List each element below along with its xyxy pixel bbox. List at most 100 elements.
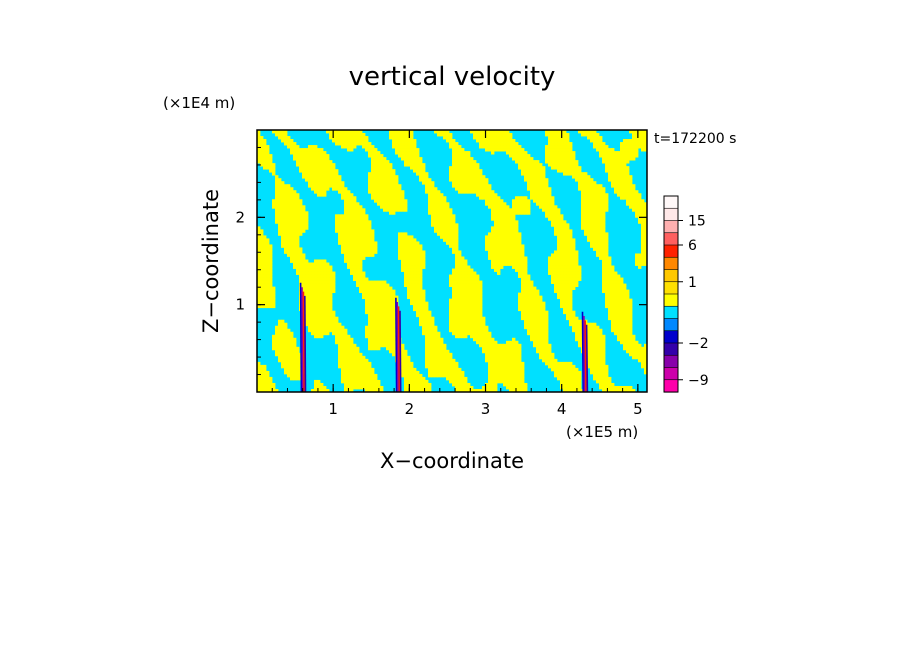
field-cell-positive	[512, 226, 516, 230]
field-cell-positive	[296, 151, 300, 155]
field-cell-positive	[392, 325, 396, 330]
field-cell-positive	[257, 277, 261, 281]
field-cell-positive	[266, 241, 270, 245]
field-cell-positive	[341, 364, 345, 369]
field-cell-positive	[572, 238, 576, 242]
field-cell-positive	[452, 268, 456, 272]
field-cell-positive	[389, 202, 393, 206]
field-cell-positive	[476, 313, 480, 318]
field-cell-positive	[641, 145, 645, 149]
field-cell-positive	[563, 166, 567, 170]
field-cell-positive	[530, 172, 534, 176]
field-cell-positive	[350, 229, 354, 233]
field-cell-positive	[494, 223, 498, 227]
field-cell-positive	[587, 331, 591, 336]
field-cell-positive	[404, 349, 408, 354]
field-cell-positive	[263, 271, 267, 275]
field-cell-positive	[482, 343, 486, 348]
field-cell-positive	[275, 175, 279, 179]
field-cell-positive	[518, 265, 522, 269]
field-cell-positive	[620, 310, 624, 315]
field-cell-positive	[413, 166, 417, 170]
field-cell-positive	[494, 256, 498, 260]
field-cell-positive	[389, 136, 393, 140]
field-cell-positive	[311, 304, 315, 309]
field-cell-positive	[617, 334, 621, 339]
field-cell-positive	[446, 130, 450, 134]
field-cell-positive	[458, 322, 462, 327]
field-cell-positive	[479, 196, 483, 200]
field-cell-positive	[281, 193, 285, 197]
field-cell-positive	[560, 259, 564, 263]
field-cell-positive	[398, 250, 402, 254]
field-cell-positive	[572, 172, 576, 176]
field-cell-positive	[362, 367, 366, 372]
field-cell-positive	[284, 325, 288, 330]
field-cell-positive	[599, 364, 603, 369]
field-cell-positive	[344, 349, 348, 354]
field-cell-positive	[455, 280, 459, 284]
field-cell-positive	[437, 214, 441, 218]
field-cell-positive	[365, 304, 369, 309]
field-cell-positive	[305, 289, 309, 294]
field-cell-positive	[614, 310, 618, 315]
field-cell-positive	[560, 253, 564, 257]
field-cell-positive	[350, 136, 354, 140]
field-cell-positive	[296, 268, 300, 272]
field-cell-positive	[392, 202, 396, 206]
field-cell-positive	[635, 145, 639, 149]
field-cell-positive	[509, 142, 513, 146]
field-cell-positive	[446, 205, 450, 209]
field-cell-positive	[374, 199, 378, 203]
field-cell-positive	[629, 157, 633, 161]
field-cell-positive	[533, 196, 537, 200]
field-cell-positive	[548, 190, 552, 194]
field-cell-positive	[470, 331, 474, 336]
field-cell-positive	[479, 331, 483, 336]
field-cell-positive	[563, 163, 567, 167]
field-cell-positive	[641, 262, 645, 266]
field-cell-positive	[410, 364, 414, 369]
field-cell-positive	[410, 262, 414, 266]
field-cell-positive	[566, 310, 570, 315]
field-cell-positive	[473, 271, 477, 275]
field-cell-positive	[257, 253, 261, 257]
field-cell-positive	[506, 340, 510, 345]
field-cell-positive	[392, 130, 396, 134]
field-cell-positive	[536, 328, 540, 333]
field-cell-positive	[608, 175, 612, 179]
field-cell-positive	[548, 259, 552, 263]
field-cell-positive	[596, 139, 600, 143]
field-cell-positive	[371, 331, 375, 336]
field-cell-positive	[389, 169, 393, 173]
field-cell-positive	[506, 214, 510, 218]
field-cell-positive	[503, 250, 507, 254]
field-cell-positive	[641, 244, 645, 248]
field-cell-positive	[344, 229, 348, 233]
field-cell-positive	[614, 175, 618, 179]
field-cell-positive	[452, 217, 456, 221]
field-cell-positive	[434, 193, 438, 197]
field-cell-positive	[503, 223, 507, 227]
field-cell-positive	[575, 280, 579, 284]
field-cell-positive	[545, 352, 549, 357]
field-cell-positive	[590, 211, 594, 215]
field-cell-positive	[374, 190, 378, 194]
field-cell-positive	[317, 295, 321, 300]
field-cell-positive	[416, 268, 420, 272]
field-cell-positive	[353, 268, 357, 272]
field-cell-positive	[404, 250, 408, 254]
field-cell-positive	[479, 178, 483, 182]
field-cell-positive	[587, 133, 591, 137]
field-cell-positive	[542, 358, 546, 363]
field-cell-positive	[290, 256, 294, 260]
field-cell-positive	[260, 157, 264, 161]
field-cell-positive	[290, 238, 294, 242]
field-cell-positive	[371, 304, 375, 309]
field-cell-positive	[428, 331, 432, 336]
field-cell-positive	[341, 358, 345, 363]
field-cell-positive	[344, 196, 348, 200]
field-cell-positive	[359, 352, 363, 357]
field-cell-positive	[587, 202, 591, 206]
field-cell-positive	[479, 292, 483, 297]
